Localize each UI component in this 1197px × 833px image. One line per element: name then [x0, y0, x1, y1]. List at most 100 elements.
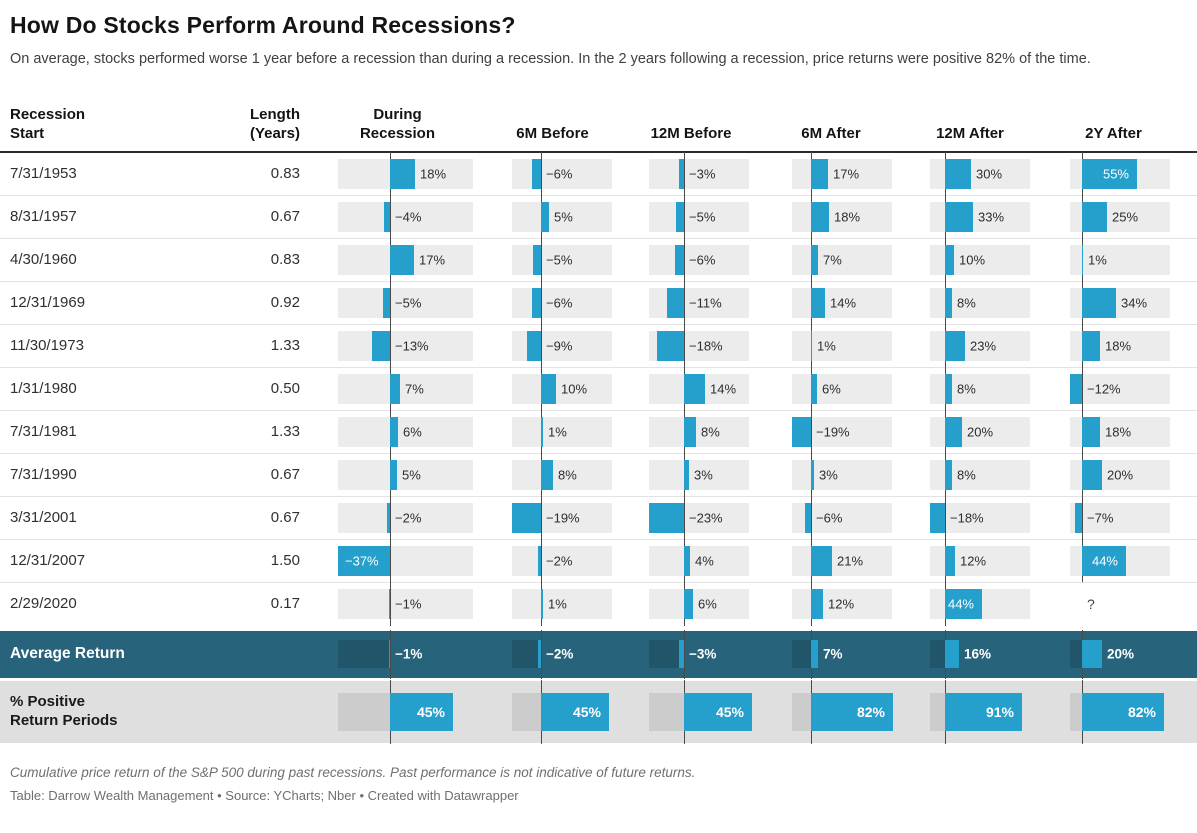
bar-cell: −11%: [620, 280, 762, 325]
recession-start-cell: 12/31/2007: [10, 552, 86, 570]
bar-cell: 1%: [1040, 237, 1187, 282]
zero-axis-line: [541, 495, 542, 540]
value-label: −12%: [1087, 381, 1121, 397]
bar-cell: 10%: [485, 366, 620, 411]
value-label: 21%: [837, 553, 864, 569]
column-header: Recession Start: [10, 106, 86, 142]
table-row: 2/29/2020 0.17 −1% 1% 6% 12% 44%?: [0, 581, 1197, 626]
bar-cell: −5%: [485, 237, 620, 282]
value-label: −19%: [816, 424, 850, 440]
value-label: 33%: [978, 209, 1005, 225]
table-row: 3/31/2001 0.67 −2% −19% −23% −6% −18% −7%: [0, 495, 1197, 540]
value-bar: [390, 158, 415, 189]
value-bar: [811, 692, 893, 731]
value-bar: [389, 588, 390, 619]
zero-axis-line: [390, 323, 391, 368]
value-label: 44%: [947, 596, 974, 612]
recession-start-cell: 3/31/2001: [10, 509, 77, 527]
bar-cell: 1%: [762, 323, 900, 368]
value-label: −6%: [546, 295, 573, 311]
bar-track: [512, 416, 612, 447]
value-label: −18%: [950, 510, 984, 526]
value-label: −19%: [546, 510, 580, 526]
column-header: 2Y After: [1085, 124, 1142, 142]
average-row-label: Average Return: [10, 645, 125, 663]
table-footer: Cumulative price return of the S&P 500 d…: [0, 765, 1197, 803]
value-bar: [1082, 158, 1137, 189]
bar-cell: 3%: [762, 452, 900, 497]
value-label: −6%: [546, 166, 573, 182]
value-bar: [533, 244, 541, 275]
value-bar: [541, 459, 553, 490]
value-bar: [811, 545, 832, 576]
bar-cell: 55%: [1040, 151, 1187, 196]
bar-track: [930, 640, 945, 669]
value-label: −6%: [816, 510, 843, 526]
bar-cell: −13%: [310, 323, 485, 368]
bar-track: [512, 158, 612, 189]
bar-track: [338, 416, 473, 447]
zero-axis-line: [390, 538, 391, 583]
value-bar: [811, 588, 823, 619]
bar-cell: −18%: [900, 495, 1040, 540]
bar-track: [792, 459, 892, 490]
zero-axis-line: [541, 280, 542, 325]
column-header: 12M After: [936, 124, 1004, 142]
value-bar: [805, 502, 811, 533]
value-label: 45%: [572, 703, 601, 720]
table-row: 7/31/1953 0.83 18% −6% −3% 17% 30% 55%: [0, 151, 1197, 196]
value-label: 20%: [1107, 467, 1134, 483]
bar-track: [512, 692, 541, 731]
recession-start-cell: 4/30/1960: [10, 251, 77, 269]
bar-track: [338, 588, 473, 619]
value-bar: [527, 330, 541, 361]
value-bar: [390, 692, 453, 731]
value-label: −18%: [689, 338, 723, 354]
bar-cell: −5%: [310, 280, 485, 325]
value-bar: [387, 502, 390, 533]
bar-track: [1070, 502, 1170, 533]
value-label: 8%: [558, 467, 577, 483]
value-label: −5%: [689, 209, 716, 225]
bar-cell: 18%: [1040, 409, 1187, 454]
zero-axis-line: [1082, 366, 1083, 411]
value-label: 23%: [970, 338, 997, 354]
bar-cell: 21%: [762, 538, 900, 583]
bar-track: [792, 692, 811, 731]
value-label: −4%: [395, 209, 422, 225]
bar-cell: 5%: [310, 452, 485, 497]
bar-cell: 8%: [900, 452, 1040, 497]
zero-axis-line: [684, 495, 685, 540]
value-label: 4%: [695, 553, 714, 569]
length-years-cell: 0.17: [270, 595, 300, 613]
bar-track: [512, 287, 612, 318]
bar-track: [338, 459, 473, 490]
bar-cell: 30%: [900, 151, 1040, 196]
bar-cell: 45%: [485, 679, 620, 744]
footer-note: Cumulative price return of the S&P 500 d…: [10, 764, 696, 780]
bar-track: [930, 502, 1030, 533]
zero-axis-line: [390, 629, 391, 679]
bar-track: [649, 244, 749, 275]
column-header: 12M Before: [650, 124, 732, 142]
value-bar: [811, 201, 829, 232]
bar-cell: 45%: [620, 679, 762, 744]
bar-track: [338, 692, 390, 731]
value-label: −1%: [395, 646, 423, 662]
value-label: 18%: [1105, 338, 1132, 354]
average-return-row: Average Return −1% −2% −3% 7% 16% 20%: [0, 629, 1197, 679]
value-bar: [811, 244, 818, 275]
bar-cell: 82%: [1040, 679, 1187, 744]
bar-cell: 17%: [762, 151, 900, 196]
value-label: 30%: [976, 166, 1003, 182]
bar-track: [338, 201, 473, 232]
zero-axis-line: [541, 323, 542, 368]
positive-row-label: % Positive Return Periods: [10, 692, 118, 729]
value-bar: [811, 287, 825, 318]
bar-cell: 7%: [762, 629, 900, 679]
bar-track: [512, 373, 612, 404]
value-bar: [792, 416, 811, 447]
table-row: 1/31/1980 0.50 7% 10% 14% 6% 8% −12%: [0, 366, 1197, 411]
value-label: 12%: [960, 553, 987, 569]
recession-start-cell: 7/31/1990: [10, 466, 77, 484]
